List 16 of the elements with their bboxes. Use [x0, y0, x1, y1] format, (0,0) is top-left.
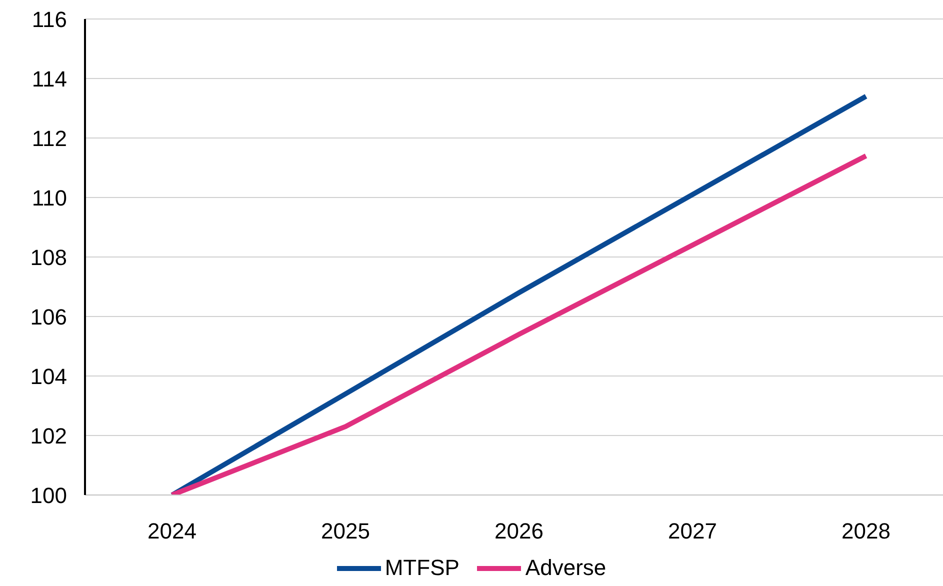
- x-tick-label: 2026: [494, 518, 544, 544]
- legend-label: MTFSP: [384, 555, 460, 581]
- y-tick-label: 104: [30, 364, 67, 389]
- y-tick-label: 100: [30, 482, 67, 508]
- y-tick-label: 102: [30, 423, 67, 448]
- y-tick-label: 114: [32, 66, 67, 92]
- x-tick-label: 2024: [148, 518, 196, 544]
- x-tick-label: 2025: [321, 518, 370, 544]
- y-tick-label: 108: [30, 244, 67, 270]
- y-tick-label: 116: [32, 6, 67, 32]
- y-tick-label: 106: [30, 304, 67, 330]
- legend-label: Adverse: [524, 555, 606, 581]
- x-tick-label: 2028: [842, 518, 890, 544]
- y-tick-label: 110: [32, 185, 67, 210]
- x-tick-label: 2027: [668, 518, 717, 544]
- y-tick-label: 112: [32, 126, 67, 151]
